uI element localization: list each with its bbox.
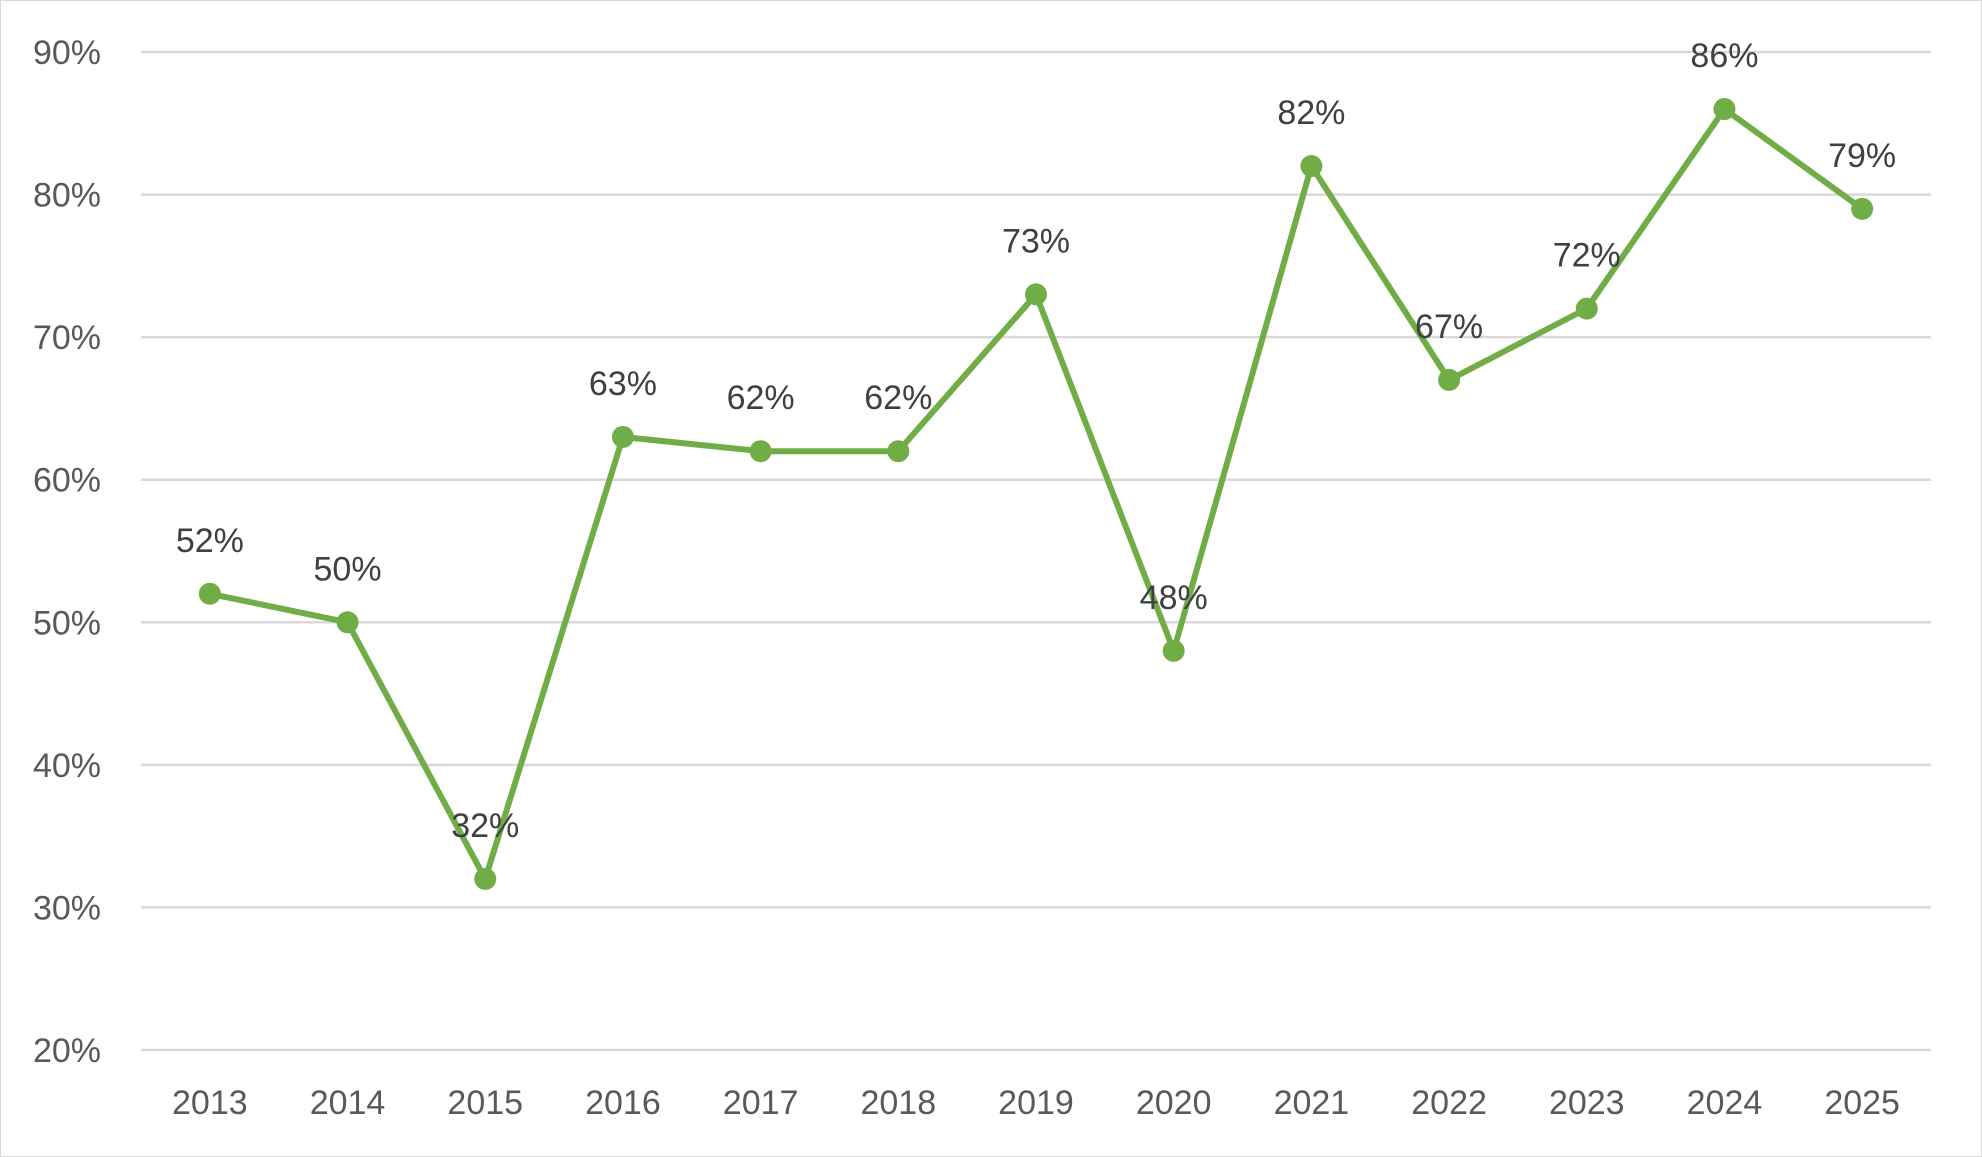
x-tick-label: 2021 [1274,1084,1350,1122]
data-label: 86% [1690,37,1758,75]
x-tick-label: 2020 [1136,1084,1212,1122]
data-point [611,425,634,448]
y-tick-label: 50% [33,604,101,642]
data-label: 73% [1002,222,1070,260]
data-label: 62% [864,379,932,417]
y-tick-label: 70% [33,319,101,357]
x-tick-label: 2016 [585,1084,661,1122]
x-tick-label: 2013 [172,1084,248,1122]
data-point [1162,639,1185,662]
y-tick-label: 30% [33,889,101,927]
data-point [474,867,497,890]
x-tick-label: 2022 [1411,1084,1487,1122]
data-label: 52% [176,522,244,560]
x-tick-label: 2015 [447,1084,523,1122]
x-tick-label: 2018 [860,1084,936,1122]
data-label: 32% [451,807,519,845]
data-labels: 52% 50% 32% 63% 62% 62% 73% 48% 82% 67% 72% 86% 79% [176,37,1896,845]
data-label: 63% [589,365,657,403]
data-point [336,611,359,634]
data-label: 48% [1140,579,1208,617]
y-tick-label: 80% [33,177,101,215]
y-axis-tick-labels: 20% 30% 40% 50% 60% 70% 80% 90% [33,34,101,1070]
data-point [1713,98,1736,121]
data-point [1025,283,1047,306]
data-label: 67% [1415,308,1483,346]
data-point [887,440,910,463]
x-axis-tick-labels: 2013 2014 2015 2016 2017 2018 2019 2020 2021 2022… [172,1084,1900,1122]
data-point [198,582,221,605]
x-tick-label: 2014 [310,1084,386,1122]
x-tick-label: 2019 [998,1084,1074,1122]
series-layer [198,98,1874,890]
data-label: 79% [1828,137,1896,175]
x-tick-label: 2024 [1687,1084,1763,1122]
data-point [1851,197,1874,220]
data-label: 50% [314,550,382,588]
x-tick-label: 2017 [723,1084,799,1122]
gridlines [141,50,1931,1052]
data-label: 82% [1277,94,1345,132]
x-tick-label: 2025 [1824,1084,1900,1122]
y-tick-label: 60% [33,462,101,500]
y-tick-label: 90% [33,34,101,72]
data-point [1438,368,1461,391]
data-point [1575,297,1598,320]
data-label: 72% [1553,237,1621,275]
data-label: 62% [727,379,795,417]
data-point [749,440,772,463]
data-point [1300,155,1323,178]
y-tick-label: 20% [33,1032,101,1070]
x-tick-label: 2023 [1549,1084,1625,1122]
y-tick-label: 40% [33,747,101,785]
